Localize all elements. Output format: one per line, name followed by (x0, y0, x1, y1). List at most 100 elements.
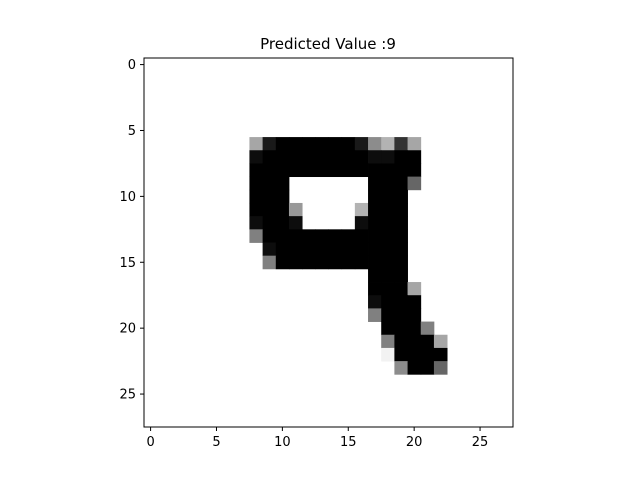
image-pixel (394, 334, 408, 349)
image-pixel (249, 163, 264, 178)
image-pixel (381, 255, 395, 270)
image-pixel (302, 150, 316, 164)
image-pixel (394, 189, 408, 204)
image-pixel (275, 150, 290, 164)
x-tick-label: 20 (406, 435, 423, 450)
image-pixel (315, 255, 329, 270)
image-pixel (407, 347, 422, 362)
image-pixel (381, 347, 395, 362)
image-pixel (288, 150, 303, 164)
image-pixel (288, 229, 303, 243)
y-tick-label: 5 (128, 124, 136, 139)
image-pixel (354, 216, 369, 230)
image-pixel (354, 150, 369, 164)
image-pixel (262, 150, 277, 164)
image-pixel (354, 229, 369, 243)
x-tick-label: 25 (472, 435, 489, 450)
image-pixel (315, 163, 329, 178)
image-pixel (249, 202, 264, 217)
image-pixel (394, 268, 408, 283)
image-pixel (288, 216, 303, 230)
image-pixel (262, 229, 277, 243)
image-pixel (394, 202, 408, 217)
image-pixel (394, 163, 408, 178)
image-pixel (394, 361, 408, 375)
image-pixel (381, 202, 395, 217)
image-pixel (368, 268, 382, 283)
image-pixel (275, 189, 290, 204)
image-pixel (394, 229, 408, 243)
image-pixel (381, 308, 395, 322)
y-tick-label: 25 (119, 388, 136, 403)
image-pixel (407, 361, 422, 375)
image-pixel (381, 321, 395, 336)
image-pixel (394, 282, 408, 296)
image-pixel (328, 163, 343, 178)
image-pixel (407, 137, 422, 151)
y-tick-label: 20 (119, 322, 136, 337)
image-pixel (262, 163, 277, 178)
image-pixel (288, 202, 303, 217)
image-pixel (381, 282, 395, 296)
image-pixel (275, 229, 290, 243)
image-pixel (381, 268, 395, 283)
image-pixel (420, 321, 435, 336)
image-pixel (262, 137, 277, 151)
image-pixel (407, 176, 422, 191)
image-pixel (354, 163, 369, 178)
image-pixel (262, 242, 277, 257)
image-pixel (249, 150, 264, 164)
image-pixel (394, 308, 408, 322)
image-pixel (288, 255, 303, 270)
image-pixel (262, 176, 277, 191)
image-pixel (368, 163, 382, 178)
image-pixel (275, 163, 290, 178)
image-pixel (381, 229, 395, 243)
image-pixel (368, 189, 382, 204)
image-pixel (368, 242, 382, 257)
image-pixel (394, 150, 408, 164)
image-pixel (420, 361, 435, 375)
image-pixel (328, 137, 343, 151)
image-pixel (288, 137, 303, 151)
axes-frame (143, 57, 514, 428)
image-pixel-grid (249, 137, 448, 375)
image-pixel (407, 308, 422, 322)
image-pixel (394, 137, 408, 151)
image-pixel (302, 229, 316, 243)
image-pixel (368, 202, 382, 217)
image-pixel (249, 176, 264, 191)
image-pixel (249, 216, 264, 230)
image-pixel (302, 137, 316, 151)
y-axis-ticks: 0 5 10 15 20 25 (119, 58, 144, 403)
image-pixel (394, 255, 408, 270)
image-pixel (328, 229, 343, 243)
image-pixel (328, 242, 343, 257)
image-pixel (275, 216, 290, 230)
image-pixel (433, 361, 448, 375)
image-pixel (328, 255, 343, 270)
image-pixel (394, 347, 408, 362)
image-pixel (315, 150, 329, 164)
image-pixel (315, 242, 329, 257)
image-pixel (302, 242, 316, 257)
image-pixel (407, 163, 422, 178)
image-pixel (368, 150, 382, 164)
image-pixel (368, 176, 382, 191)
image-pixel (341, 229, 356, 243)
y-tick-label: 0 (128, 58, 136, 73)
image-pixel (288, 242, 303, 257)
image-pixel (262, 189, 277, 204)
image-pixel (354, 137, 369, 151)
image-pixel (368, 137, 382, 151)
image-pixel (315, 137, 329, 151)
image-pixel (381, 163, 395, 178)
image-pixel (249, 189, 264, 204)
y-tick-label: 15 (119, 256, 136, 271)
image-pixel (315, 229, 329, 243)
image-pixel (262, 255, 277, 270)
image-pixel (341, 242, 356, 257)
image-pixel (275, 176, 290, 191)
chart-title: Predicted Value :9 (260, 35, 396, 53)
